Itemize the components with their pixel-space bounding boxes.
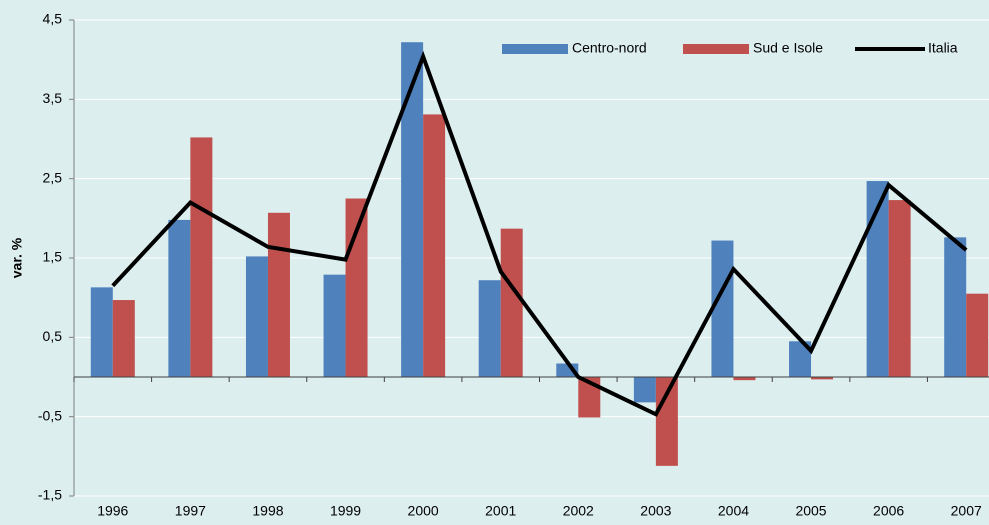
line [111,50,968,417]
y-tick-label: 1,5 [43,249,63,265]
legend-label: Sud e Isole [753,40,823,56]
y-axis-title: var. % [9,237,25,278]
bar [633,377,656,403]
y-tick-label: 4,5 [43,11,63,27]
bar [944,237,967,377]
x-tick-label: 2000 [408,503,439,519]
bar [323,274,346,377]
x-tick-label: 2006 [873,503,904,519]
x-tick-label: 2007 [951,503,982,519]
bar [500,228,523,377]
x-tick-label: 2004 [718,503,749,519]
legend-swatch [502,44,568,54]
x-tick-label: 1996 [97,503,128,519]
bar [245,256,268,377]
bar [112,300,135,377]
y-tick-label: 3,5 [43,90,63,106]
x-tick-label: 2003 [640,503,671,519]
legend-label: Italia [928,40,958,56]
legend-label: Centro-nord [572,40,647,56]
bar [168,219,191,377]
bar [811,377,834,380]
x-tick-label: 1999 [330,503,361,519]
y-tick-label: 2,5 [43,169,63,185]
bar [267,212,290,377]
bar [655,377,678,466]
legend-swatch [683,44,749,54]
x-tick-label: 2001 [485,503,516,519]
bar [423,114,446,377]
x-tick-label: 1997 [175,503,206,519]
bar [789,341,812,377]
bar [478,280,501,377]
bar [888,200,911,377]
x-tick-label: 2002 [563,503,594,519]
bar [401,42,424,378]
bar [90,287,113,377]
bar [966,293,989,377]
x-tick-label: 1998 [252,503,283,519]
y-tick-label: 0,5 [43,328,63,344]
bar [866,181,889,377]
y-tick-label: -0,5 [38,407,62,423]
bar [711,240,734,377]
bar [190,137,213,377]
bar [733,377,756,381]
y-tick-label: -1,5 [38,487,62,503]
x-tick-label: 2005 [795,503,826,519]
